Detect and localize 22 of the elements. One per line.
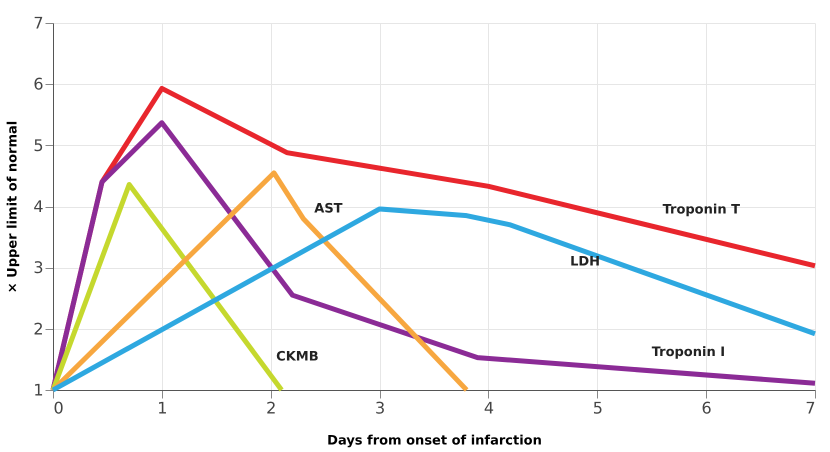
y-tick-label: 3 <box>33 258 44 278</box>
series-label: CKMB <box>276 349 319 364</box>
y-axis-title: × Upper limit of normal <box>5 120 20 294</box>
series-label: LDH <box>570 254 600 270</box>
x-tick-label: 7 <box>805 398 816 418</box>
y-tick-label: 7 <box>33 14 44 32</box>
x-tick-label: 0 <box>54 398 64 418</box>
y-tick-label: 1 <box>33 380 44 400</box>
x-tick-label: 6 <box>702 398 712 418</box>
series-label: Troponin T <box>662 202 740 218</box>
x-tick-label: 2 <box>266 398 276 418</box>
y-tick-label: 6 <box>33 74 44 94</box>
y-tick-label: 5 <box>33 136 44 155</box>
x-tick-label: 4 <box>484 398 494 418</box>
x-axis-title: Days from onset of infarction <box>327 434 542 448</box>
series-label: Troponin I <box>652 345 726 360</box>
x-tick-label: 5 <box>592 398 603 418</box>
x-tick-label: 1 <box>157 398 168 418</box>
series-label: AST <box>314 201 343 216</box>
y-tick-label: 4 <box>33 197 44 216</box>
y-tick-label: 2 <box>33 319 44 338</box>
x-tick-label: 3 <box>374 398 386 418</box>
